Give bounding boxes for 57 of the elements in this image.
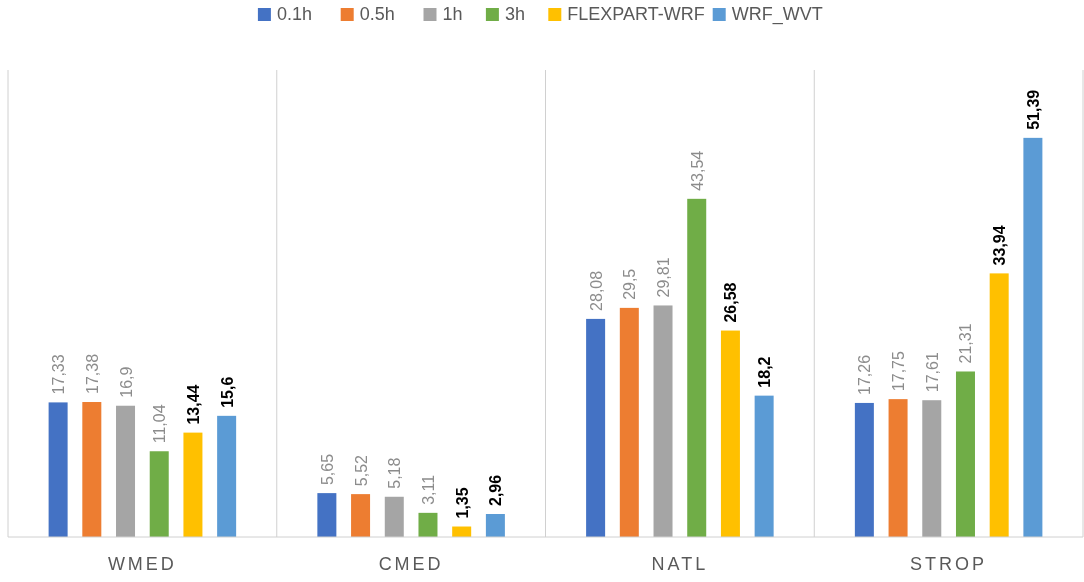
data-label: 2,96 xyxy=(487,474,505,507)
data-label: 16,9 xyxy=(117,366,135,398)
bar xyxy=(485,514,505,537)
bar xyxy=(989,273,1009,537)
x-tick-label: NATL xyxy=(651,554,709,574)
x-tick-label: CMED xyxy=(378,554,444,574)
legend-label: 1h xyxy=(442,4,463,24)
data-label: 17,26 xyxy=(856,354,874,395)
data-label: 5,52 xyxy=(352,454,370,487)
data-label: 28,08 xyxy=(587,270,605,311)
bar xyxy=(720,330,740,537)
bar xyxy=(351,494,371,537)
data-label: 5,65 xyxy=(318,453,336,486)
bar xyxy=(854,402,874,537)
x-tick-label: WMED xyxy=(107,554,177,574)
bar xyxy=(754,395,774,537)
data-label: 17,33 xyxy=(50,354,68,395)
bar xyxy=(48,402,68,537)
x-tick-label: STROP xyxy=(910,554,988,574)
bar xyxy=(116,405,136,537)
data-label: 17,61 xyxy=(923,352,941,393)
data-label: 21,31 xyxy=(957,323,975,364)
data-label: 17,38 xyxy=(83,353,101,395)
bar xyxy=(384,496,404,537)
data-label: 51,39 xyxy=(1024,89,1042,130)
data-label: 3,11 xyxy=(419,474,437,505)
bar xyxy=(217,415,237,537)
bar xyxy=(1023,137,1043,537)
data-label: 18,2 xyxy=(756,356,774,388)
bar xyxy=(619,307,639,537)
legend-label: 0.1h xyxy=(276,4,312,24)
bar xyxy=(888,399,908,537)
bar xyxy=(149,451,169,537)
data-label: 43,54 xyxy=(688,150,706,191)
bar xyxy=(653,305,673,537)
bar xyxy=(955,371,975,537)
data-label: 29,5 xyxy=(621,268,639,300)
bar xyxy=(687,198,707,537)
legend-label: 0.5h xyxy=(359,4,395,24)
data-label: 29,81 xyxy=(655,257,673,298)
data-label: 26,58 xyxy=(722,282,740,323)
data-label: 13,44 xyxy=(184,384,202,425)
data-label: 5,18 xyxy=(386,457,404,489)
data-label: 33,94 xyxy=(991,225,1009,266)
legend-label: 3h xyxy=(504,4,525,24)
legend-label: WRF_WVT xyxy=(731,4,823,25)
data-label: 11,04 xyxy=(151,404,169,444)
bar xyxy=(183,432,203,537)
data-label: 15,6 xyxy=(218,376,236,408)
bar xyxy=(586,318,606,537)
bar xyxy=(922,400,942,537)
legend-label: FLEXPART-WRF xyxy=(567,4,705,24)
data-label: 1,35 xyxy=(453,487,471,519)
data-label: 17,75 xyxy=(890,351,908,392)
bar xyxy=(418,512,438,537)
bar xyxy=(82,402,102,537)
bar xyxy=(317,493,337,537)
